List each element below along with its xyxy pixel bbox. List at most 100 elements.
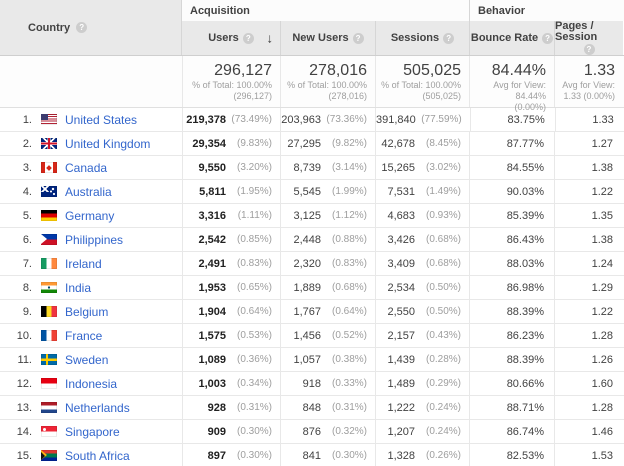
bounce-rate-cell: 83.75%	[469, 108, 555, 131]
country-link[interactable]: Philippines	[65, 232, 124, 247]
users-cell: 2,542 (0.85%)	[182, 228, 280, 251]
column-header-bounce-rate[interactable]: Bounce Rate ?	[469, 21, 554, 55]
sessions-cell: 15,265 (3.02%)	[375, 156, 469, 179]
new-users-percent: (73.36%)	[326, 114, 367, 125]
pages-session-cell: 1.53	[554, 444, 623, 466]
totals-new-users-value: 278,016	[309, 62, 367, 79]
new-users-value: 841	[302, 449, 321, 462]
help-icon[interactable]: ?	[76, 22, 88, 33]
gb-flag-icon	[41, 138, 57, 149]
sessions-percent: (0.28%)	[425, 354, 461, 365]
table-row: 3. Canada 9,550 (3.20%) 8,739 (3.14%) 15…	[0, 156, 624, 180]
group-header-behavior: Behavior	[469, 0, 623, 21]
new-users-cell: 848 (0.31%)	[280, 396, 375, 419]
country-link[interactable]: United Kingdom	[65, 136, 151, 151]
de-flag-icon	[41, 210, 57, 221]
table-row: 8. India 1,953 (0.65%) 1,889 (0.68%) 2,5…	[0, 276, 624, 300]
country-link[interactable]: Belgium	[65, 304, 109, 319]
help-icon[interactable]: ?	[443, 32, 455, 44]
help-icon[interactable]: ?	[352, 32, 364, 44]
bounce-rate-cell: 86.74%	[469, 420, 554, 443]
new-users-value: 8,739	[293, 161, 321, 174]
totals-users-sub2: (296,127)	[233, 91, 272, 101]
new-users-percent: (0.83%)	[331, 258, 367, 269]
table-row: 7. Ireland 2,491 (0.83%) 2,320 (0.83%) 3…	[0, 252, 624, 276]
users-cell: 928 (0.31%)	[182, 396, 280, 419]
table-row: 10. France 1,575 (0.53%) 1,456 (0.52%) 2…	[0, 324, 624, 348]
sessions-cell: 3,426 (0.68%)	[375, 228, 469, 251]
help-icon[interactable]: ?	[583, 44, 595, 55]
country-link[interactable]: India	[65, 280, 92, 295]
new-users-header-label: New Users	[292, 32, 349, 44]
users-cell: 219,378 (73.49%)	[182, 108, 280, 131]
new-users-cell: 1,767 (0.64%)	[280, 300, 375, 323]
country-header-label: Country	[28, 21, 71, 34]
new-users-percent: (0.88%)	[331, 234, 367, 245]
sessions-cell: 4,683 (0.93%)	[375, 204, 469, 227]
row-rank: 6.	[22, 233, 32, 246]
help-icon[interactable]: ?	[242, 32, 254, 44]
group-header-acquisition: Acquisition	[190, 4, 250, 17]
nl-flag-icon	[41, 402, 57, 413]
users-value: 5,811	[199, 185, 226, 198]
in-flag-icon	[41, 282, 57, 293]
fr-flag-icon	[41, 330, 57, 341]
totals-sessions-value: 505,025	[403, 62, 461, 79]
sort-descending-arrow-icon[interactable]: ↓	[266, 30, 274, 46]
column-header-pages-session[interactable]: Pages / Session ?	[554, 21, 623, 55]
column-header-new-users[interactable]: New Users ?	[280, 21, 375, 55]
sessions-percent: (0.50%)	[425, 282, 461, 293]
metric-group-row: Acquisition Behavior	[182, 0, 624, 21]
new-users-cell: 203,963 (73.36%)	[280, 108, 375, 131]
country-link[interactable]: Indonesia	[65, 376, 118, 391]
country-link[interactable]: United States	[65, 112, 138, 127]
table-row: 9. Belgium 1,904 (0.64%) 1,767 (0.64%) 2…	[0, 300, 624, 324]
sessions-header-label: Sessions	[390, 32, 440, 44]
new-users-cell: 2,320 (0.83%)	[280, 252, 375, 275]
column-header-sessions[interactable]: Sessions ?	[375, 21, 469, 55]
sessions-percent: (0.29%)	[425, 378, 461, 389]
users-cell: 1,089 (0.36%)	[182, 348, 280, 371]
country-cell: 5. Germany	[0, 204, 182, 227]
country-link[interactable]: Singapore	[65, 424, 120, 439]
column-header-country[interactable]: Country ?	[0, 0, 182, 55]
country-link[interactable]: Ireland	[65, 256, 102, 271]
users-percent: (0.65%)	[236, 282, 272, 293]
country-link[interactable]: Australia	[65, 184, 112, 199]
country-link[interactable]: Netherlands	[65, 400, 130, 415]
new-users-percent: (0.68%)	[331, 282, 367, 293]
totals-sessions-sub2: (505,025)	[422, 91, 461, 101]
row-rank: 9.	[22, 305, 32, 318]
table-row: 6. Philippines 2,542 (0.85%) 2,448 (0.88…	[0, 228, 624, 252]
users-value: 29,354	[192, 137, 226, 150]
table-row: 5. Germany 3,316 (1.11%) 3,125 (1.12%) 4…	[0, 204, 624, 228]
sessions-cell: 1,489 (0.29%)	[375, 372, 469, 395]
country-link[interactable]: Canada	[65, 160, 108, 175]
column-header-row: Users ? ↓ New Users ? Sessions ? Bounce …	[182, 21, 624, 55]
users-cell: 5,811 (1.95%)	[182, 180, 280, 203]
sessions-percent: (0.24%)	[425, 402, 461, 413]
column-header-users[interactable]: Users ? ↓	[182, 21, 280, 55]
sessions-percent: (0.50%)	[425, 306, 461, 317]
sessions-percent: (0.43%)	[425, 330, 461, 341]
users-cell: 9,550 (3.20%)	[182, 156, 280, 179]
help-icon[interactable]: ?	[542, 32, 554, 44]
country-link[interactable]: Germany	[65, 208, 115, 223]
users-percent: (0.30%)	[236, 426, 272, 437]
users-percent: (0.30%)	[236, 450, 272, 461]
country-link[interactable]: Sweden	[65, 352, 109, 367]
users-value: 2,542	[198, 233, 226, 246]
country-cell: 15. South Africa	[0, 444, 182, 466]
new-users-value: 5,545	[293, 185, 321, 198]
pages-session-cell: 1.22	[554, 300, 623, 323]
sessions-cell: 7,531 (1.49%)	[375, 180, 469, 203]
new-users-value: 918	[302, 377, 321, 390]
country-link[interactable]: South Africa	[65, 448, 130, 463]
users-cell: 2,491 (0.83%)	[182, 252, 280, 275]
totals-sessions-sub1: % of Total: 100.00%	[381, 80, 461, 90]
sessions-value: 3,426	[387, 233, 415, 246]
country-link[interactable]: France	[65, 328, 103, 343]
bounce-rate-cell: 88.03%	[469, 252, 554, 275]
metric-headers: Acquisition Behavior Users ? ↓ New Users…	[182, 0, 624, 55]
country-cell: 8. India	[0, 276, 182, 299]
